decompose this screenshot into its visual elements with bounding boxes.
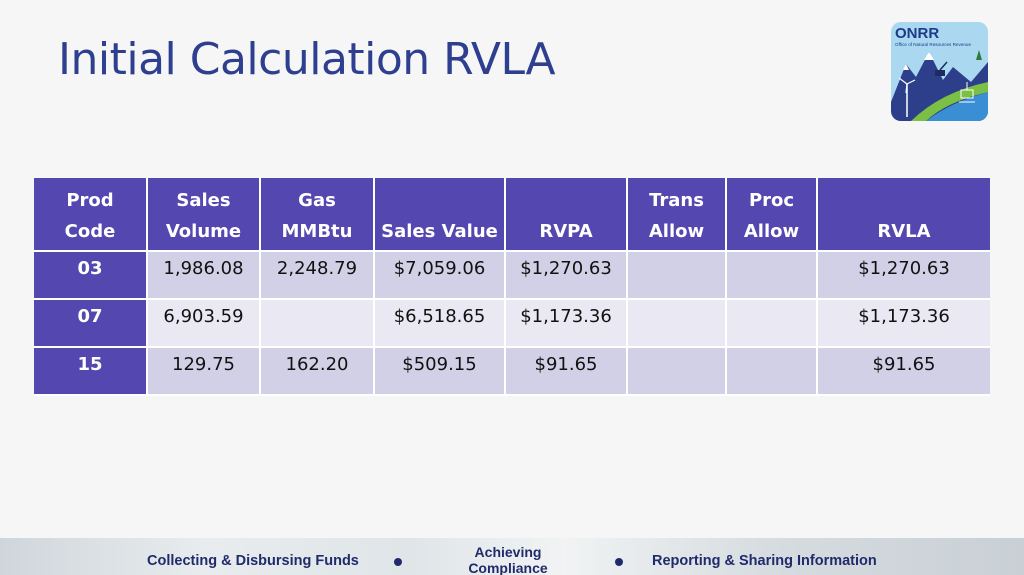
cell-prod-code: 07 bbox=[34, 299, 148, 348]
cell-sales-volume: 129.75 bbox=[147, 347, 261, 396]
logo-subtitle: Office of Natural Resources Revenue bbox=[895, 42, 972, 47]
cell-prod-code: 03 bbox=[34, 251, 148, 300]
table-row: 03 1,986.08 2,248.79 $7,059.06 $1,270.63… bbox=[34, 251, 990, 300]
onrr-logo: ONRR Office of Natural Resources Revenue bbox=[891, 22, 988, 121]
header-rvla: RVLA bbox=[817, 178, 990, 252]
mountain-landscape-icon bbox=[891, 22, 988, 121]
footer-compliance: Achieving Compliance bbox=[468, 544, 548, 575]
header-rvpa: RVPA bbox=[505, 178, 628, 252]
cell-proc-allow bbox=[726, 251, 818, 300]
cell-sales-value: $509.15 bbox=[374, 347, 506, 396]
table-header-row: Prod Code Sales Volume Gas MMBtu Sales Valu… bbox=[34, 178, 990, 252]
cell-rvla: $1,270.63 bbox=[817, 251, 990, 300]
cell-trans-allow bbox=[627, 299, 727, 348]
cell-rvpa: $1,173.36 bbox=[505, 299, 628, 348]
cell-trans-allow bbox=[627, 251, 727, 300]
bullet-icon bbox=[394, 558, 402, 566]
footer-reporting: Reporting & Sharing Information bbox=[652, 553, 877, 569]
cell-proc-allow bbox=[726, 299, 818, 348]
table-row: 15 129.75 162.20 $509.15 $91.65 $91.65 bbox=[34, 347, 990, 396]
rvla-table: Prod Code Sales Volume Gas MMBtu Sales Valu… bbox=[34, 178, 990, 396]
cell-trans-allow bbox=[627, 347, 727, 396]
cell-sales-value: $6,518.65 bbox=[374, 299, 506, 348]
cell-gas-mmbtu bbox=[260, 299, 375, 348]
page-title: Initial Calculation RVLA bbox=[58, 34, 556, 85]
footer-collecting: Collecting & Disbursing Funds bbox=[147, 553, 359, 569]
cell-sales-volume: 1,986.08 bbox=[147, 251, 261, 300]
header-prod-code: Prod Code bbox=[34, 178, 148, 252]
cell-gas-mmbtu: 2,248.79 bbox=[260, 251, 375, 300]
logo-name: ONRR bbox=[895, 25, 940, 42]
header-sales-volume: Sales Volume bbox=[147, 178, 261, 252]
cell-sales-volume: 6,903.59 bbox=[147, 299, 261, 348]
cell-rvla: $1,173.36 bbox=[817, 299, 990, 348]
table-row: 07 6,903.59 $6,518.65 $1,173.36 $1,173.3… bbox=[34, 299, 990, 348]
cell-rvla: $91.65 bbox=[817, 347, 990, 396]
bullet-icon bbox=[615, 558, 623, 566]
cell-rvpa: $91.65 bbox=[505, 347, 628, 396]
cell-rvpa: $1,270.63 bbox=[505, 251, 628, 300]
header-proc-allow: Proc Allow bbox=[726, 178, 818, 252]
cell-prod-code: 15 bbox=[34, 347, 148, 396]
header-trans-allow: Trans Allow bbox=[627, 178, 727, 252]
footer-banner: Collecting & Disbursing Funds Achieving C… bbox=[0, 538, 1024, 575]
header-sales-value: Sales Value bbox=[374, 178, 506, 252]
cell-sales-value: $7,059.06 bbox=[374, 251, 506, 300]
cell-gas-mmbtu: 162.20 bbox=[260, 347, 375, 396]
header-gas-mmbtu: Gas MMBtu bbox=[260, 178, 375, 252]
cell-proc-allow bbox=[726, 347, 818, 396]
